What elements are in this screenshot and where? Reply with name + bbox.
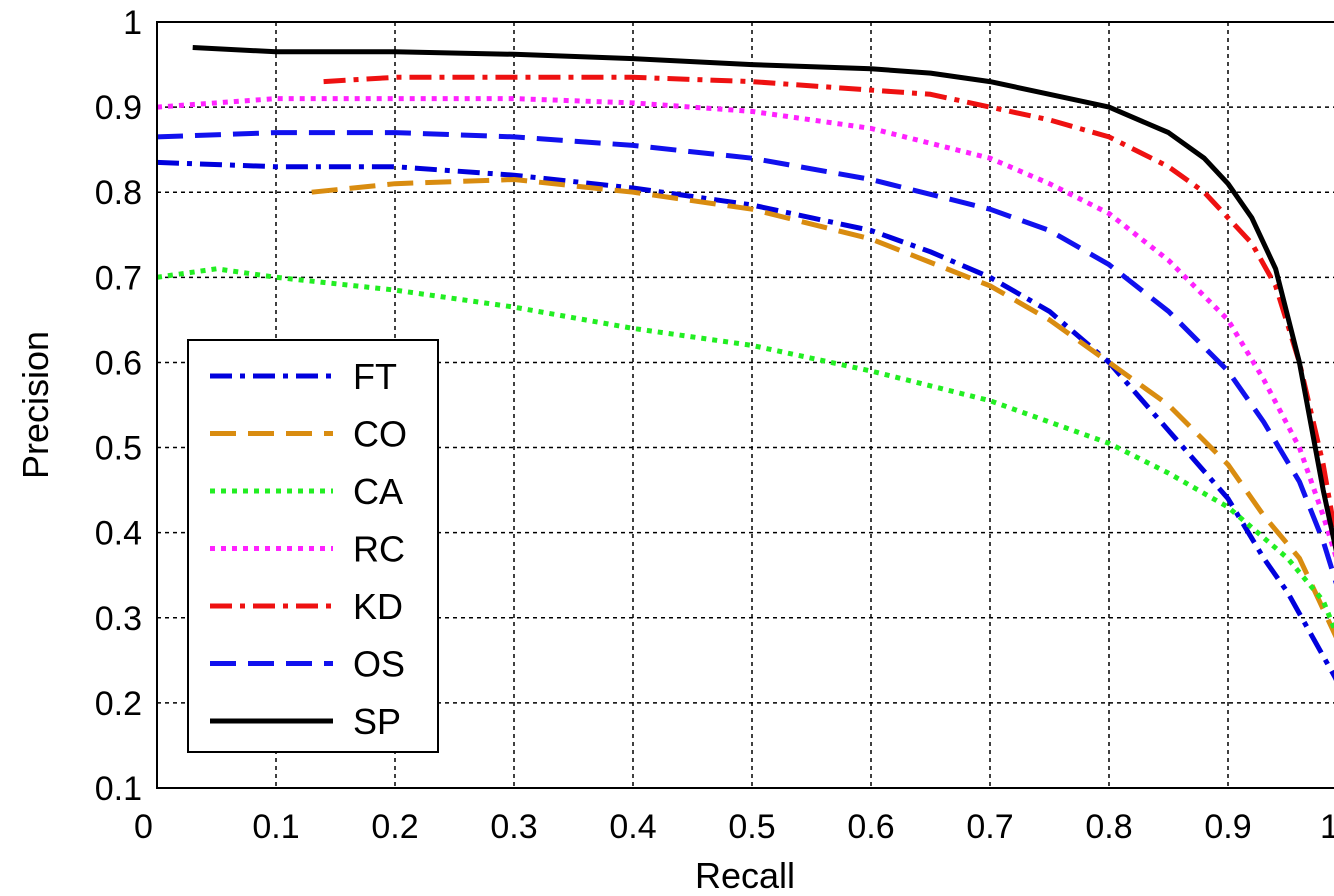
tick-labels: 0 0.1 0.2 0.3 0.4 0.5 0.6 0.7 0.8 0.9 10.10.20.30.… bbox=[95, 4, 1334, 846]
series-line-sp bbox=[192, 45, 1334, 553]
y-tick-label: 0.7 bbox=[95, 259, 142, 297]
y-axis-title: Precision bbox=[15, 331, 56, 479]
series-line-rc bbox=[157, 96, 1334, 559]
y-tick-label: 0.9 bbox=[95, 89, 142, 127]
series-line-ft bbox=[157, 159, 1334, 681]
x-tick-label: 0.3 bbox=[490, 808, 537, 846]
y-tick-label: 0.6 bbox=[95, 344, 142, 382]
legend-label-ca: CA bbox=[353, 471, 403, 512]
legend: FT CO CA RC KD OS SP bbox=[187, 339, 439, 753]
x-axis-title: Recall bbox=[695, 855, 795, 896]
x-tick-label: 0.5 bbox=[728, 808, 775, 846]
legend-label-rc: RC bbox=[353, 529, 405, 570]
x-tick-label: 0.8 bbox=[1085, 808, 1132, 846]
x-tick-label: 0.6 bbox=[847, 808, 894, 846]
legend-label-os: OS bbox=[353, 644, 405, 685]
x-tick-label: 0.2 bbox=[371, 808, 418, 846]
legend-label-kd: KD bbox=[353, 586, 403, 627]
series-line-kd bbox=[323, 74, 1334, 541]
y-tick-label: 1 bbox=[123, 4, 142, 42]
legend-label-ft: FT bbox=[353, 356, 397, 397]
y-tick-label: 0.4 bbox=[95, 515, 142, 553]
x-tick-label: 0.7 bbox=[966, 808, 1013, 846]
x-tick-label: 0 bbox=[134, 808, 153, 846]
series-line-os bbox=[157, 130, 1334, 585]
grid bbox=[157, 22, 1334, 788]
plot-frame bbox=[156, 21, 1334, 789]
legend-label-co: CO bbox=[353, 414, 407, 455]
x-tick-label: 0.4 bbox=[609, 808, 656, 846]
series-line-co bbox=[311, 177, 1334, 639]
x-tick-label: 1 bbox=[1320, 808, 1334, 846]
series-line-ca bbox=[157, 266, 1334, 635]
y-tick-label: 0.1 bbox=[95, 770, 142, 808]
y-tick-label: 0.5 bbox=[95, 430, 142, 468]
y-tick-label: 0.2 bbox=[95, 685, 142, 723]
legend-label-sp: SP bbox=[353, 701, 401, 742]
series-group bbox=[157, 45, 1334, 681]
x-tick-label: 0.1 bbox=[252, 808, 299, 846]
y-tick-label: 0.8 bbox=[95, 174, 142, 212]
x-tick-label: 0.9 bbox=[1204, 808, 1251, 846]
y-tick-label: 0.3 bbox=[95, 600, 142, 638]
